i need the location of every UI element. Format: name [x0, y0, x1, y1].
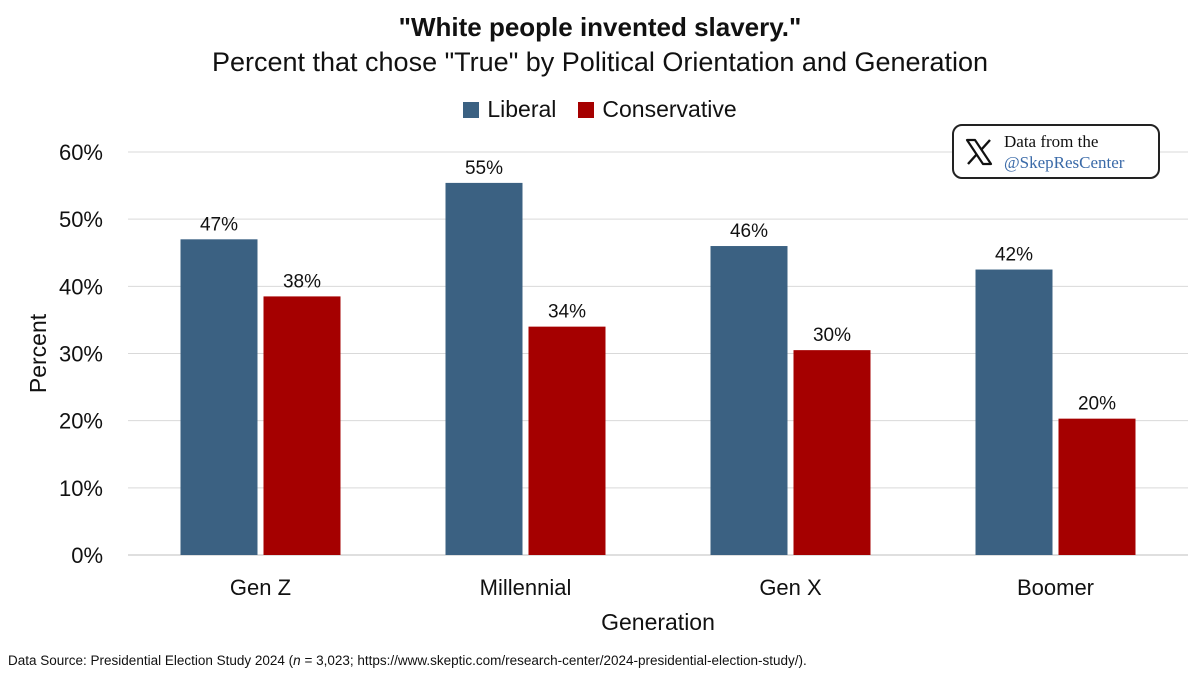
bar-data-label: 20% — [1078, 394, 1116, 415]
bar-conservative-boomer — [1058, 418, 1136, 555]
legend-item-conservative: Conservative — [578, 96, 737, 123]
x-tick-label: Gen X — [759, 575, 822, 600]
credit-box: Data from the @SkepResCenter — [952, 124, 1160, 179]
data-source-note: Data Source: Presidential Election Study… — [8, 653, 807, 668]
legend-label-liberal: Liberal — [487, 96, 557, 122]
bar-data-label: 30% — [813, 325, 851, 346]
bar-liberal-gen-x — [710, 246, 788, 556]
y-tick-label: 50% — [59, 207, 103, 232]
y-tick-label: 60% — [59, 140, 103, 165]
credit-handle: @SkepResCenter — [1004, 152, 1125, 172]
source-prefix: Data Source: Presidential Election Study… — [8, 653, 294, 668]
bar-conservative-gen-x — [793, 350, 871, 555]
y-tick-label: 20% — [59, 409, 103, 434]
bar-conservative-millennial — [528, 326, 606, 555]
bar-data-label: 47% — [200, 214, 238, 235]
legend-swatch-conservative — [578, 101, 595, 118]
y-axis-label: Percent — [25, 313, 51, 393]
legend-swatch-liberal — [463, 101, 480, 118]
x-tick-label: Gen Z — [230, 575, 291, 600]
y-tick-label: 30% — [59, 342, 103, 367]
bar-data-label: 55% — [465, 158, 503, 179]
y-tick-label: 0% — [71, 543, 103, 568]
source-n-symbol: n — [293, 653, 301, 668]
bar-data-label: 46% — [730, 221, 768, 242]
legend: Liberal Conservative — [0, 96, 1200, 123]
bar-data-label: 34% — [548, 302, 586, 323]
x-tick-label: Millennial — [480, 575, 572, 600]
bar-liberal-boomer — [975, 269, 1053, 555]
bar-liberal-gen-z — [180, 239, 258, 556]
legend-label-conservative: Conservative — [602, 96, 737, 122]
bar-data-label: 42% — [995, 245, 1033, 266]
chart-title: "White people invented slavery." — [398, 12, 802, 42]
source-suffix: = 3,023; https://www.skeptic.com/researc… — [300, 653, 807, 668]
y-tick-label: 40% — [59, 274, 103, 299]
x-axis-label: Generation — [601, 609, 715, 635]
bar-conservative-gen-z — [263, 296, 341, 555]
bar-data-label: 38% — [283, 271, 321, 292]
y-tick-label: 10% — [59, 476, 103, 501]
x-logo-icon — [965, 138, 993, 165]
x-tick-label: Boomer — [1017, 575, 1094, 600]
bar-liberal-millennial — [445, 182, 523, 555]
legend-item-liberal: Liberal — [463, 96, 556, 123]
chart-subtitle: Percent that chose "True" by Political O… — [211, 47, 989, 77]
credit-line-1: Data from the — [1004, 131, 1099, 151]
